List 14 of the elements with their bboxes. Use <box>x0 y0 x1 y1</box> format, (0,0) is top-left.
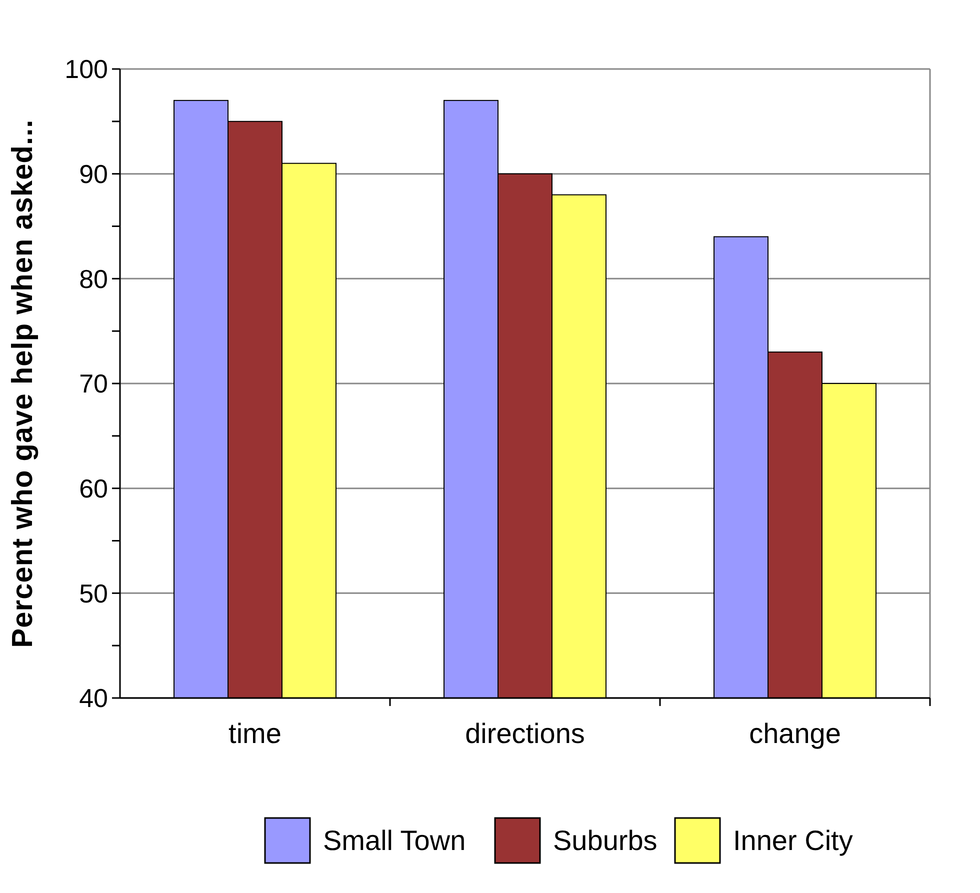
y-tick-label: 100 <box>64 54 108 84</box>
y-tick-label: 80 <box>79 264 108 294</box>
y-tick-label: 70 <box>79 368 108 399</box>
legend-label: Inner City <box>733 824 853 856</box>
y-axis-title: Percent who gave help when asked... <box>7 119 39 648</box>
y-tick-label: 40 <box>79 683 108 714</box>
y-tick-label: 50 <box>79 578 108 608</box>
x-tick-label: time <box>228 718 282 749</box>
y-tick-label: 90 <box>79 158 108 189</box>
legend-label: Suburbs <box>553 824 658 856</box>
x-tick-label: change <box>749 718 841 749</box>
x-tick-label: directions <box>465 718 585 749</box>
y-tick-label: 60 <box>79 473 108 504</box>
legend-label: Small Town <box>323 824 466 856</box>
